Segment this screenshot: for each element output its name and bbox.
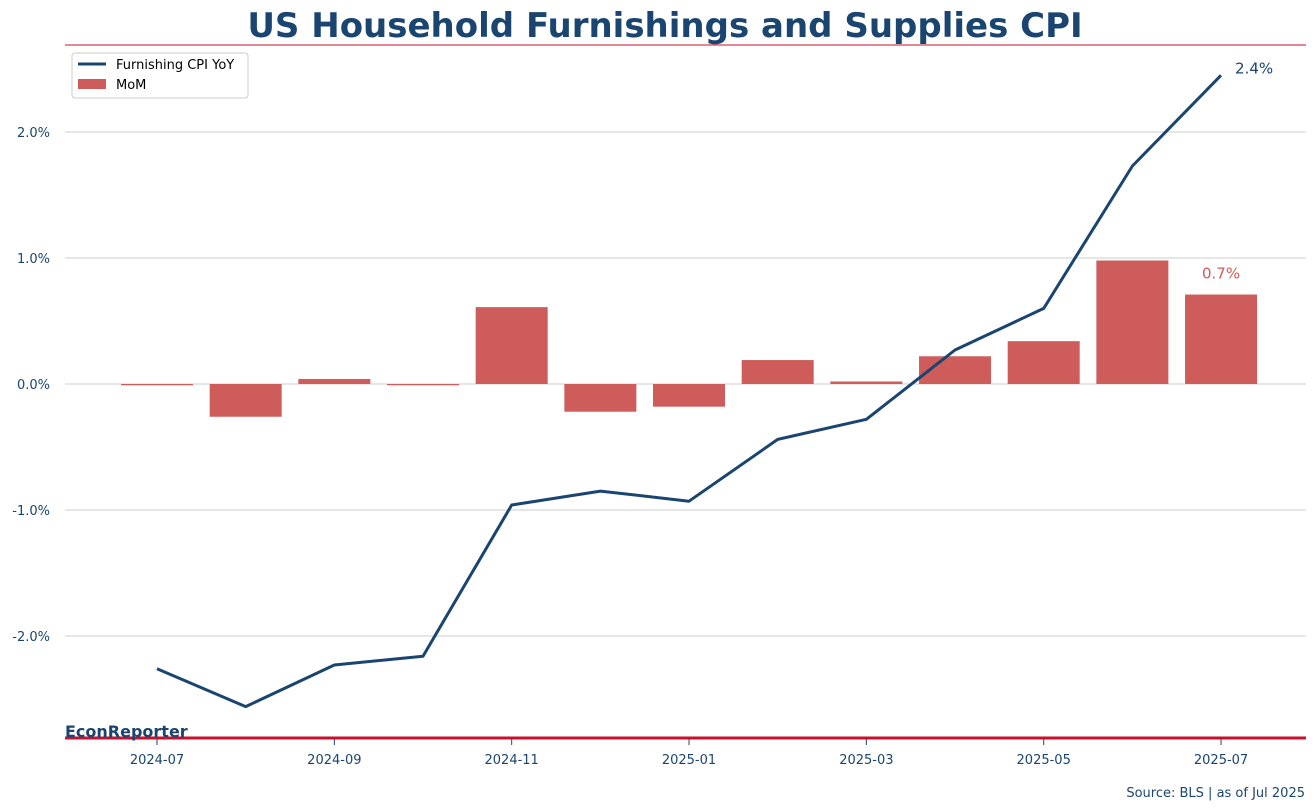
- mom-bar: [564, 384, 637, 412]
- mom-bars: [121, 260, 1258, 417]
- legend-bar-swatch: [78, 79, 106, 89]
- mom-bar: [741, 360, 814, 384]
- source-note: Source: BLS | as of Jul 2025: [1126, 786, 1305, 801]
- y-axis-ticks: -2.0% -1.0% 0.0% 1.0% 2.0%: [12, 126, 50, 645]
- mom-bar: [1096, 260, 1169, 384]
- mom-last-value-label: 0.7%: [1202, 265, 1240, 283]
- x-tick-label: 2025-07: [1194, 753, 1248, 768]
- x-axis-ticks: 2024-07 2024-09 2024-11 2025-01 2025-03 2025-…: [130, 739, 1248, 768]
- y-tick-label: -1.0%: [12, 504, 50, 519]
- x-tick-label: 2024-07: [130, 753, 184, 768]
- y-tick-label: 1.0%: [17, 252, 50, 267]
- mom-bar: [830, 381, 903, 384]
- mom-bar: [298, 378, 371, 384]
- legend-box: [71, 52, 249, 99]
- chart-title: US Household Furnishings and Supplies CP…: [247, 6, 1082, 46]
- x-tick-label: 2024-09: [307, 753, 361, 768]
- brand-label: EconReporter: [65, 722, 188, 741]
- x-tick-label: 2025-01: [662, 753, 716, 768]
- mom-bar: [653, 384, 726, 407]
- legend-label-yoy: Furnishing CPI YoY: [116, 58, 234, 73]
- mom-bar: [1185, 294, 1258, 384]
- mom-bar: [387, 384, 460, 386]
- mom-bar: [475, 307, 548, 384]
- yoy-last-value-label: 2.4%: [1235, 59, 1273, 77]
- mom-bar: [121, 384, 193, 386]
- mom-bar: [209, 384, 282, 417]
- annotations: 2.4% 0.7%: [1202, 59, 1273, 282]
- x-tick-label: 2025-03: [839, 753, 893, 768]
- x-tick-label: 2025-05: [1017, 753, 1071, 768]
- mom-bar: [1007, 341, 1080, 384]
- x-tick-label: 2024-11: [485, 753, 539, 768]
- y-tick-label: -2.0%: [12, 630, 50, 645]
- yoy-line: [156, 74, 1223, 709]
- y-tick-label: 0.0%: [17, 378, 50, 393]
- y-tick-label: 2.0%: [17, 126, 50, 141]
- legend: Furnishing CPI YoY MoM: [71, 52, 249, 99]
- legend-label-mom: MoM: [116, 78, 146, 93]
